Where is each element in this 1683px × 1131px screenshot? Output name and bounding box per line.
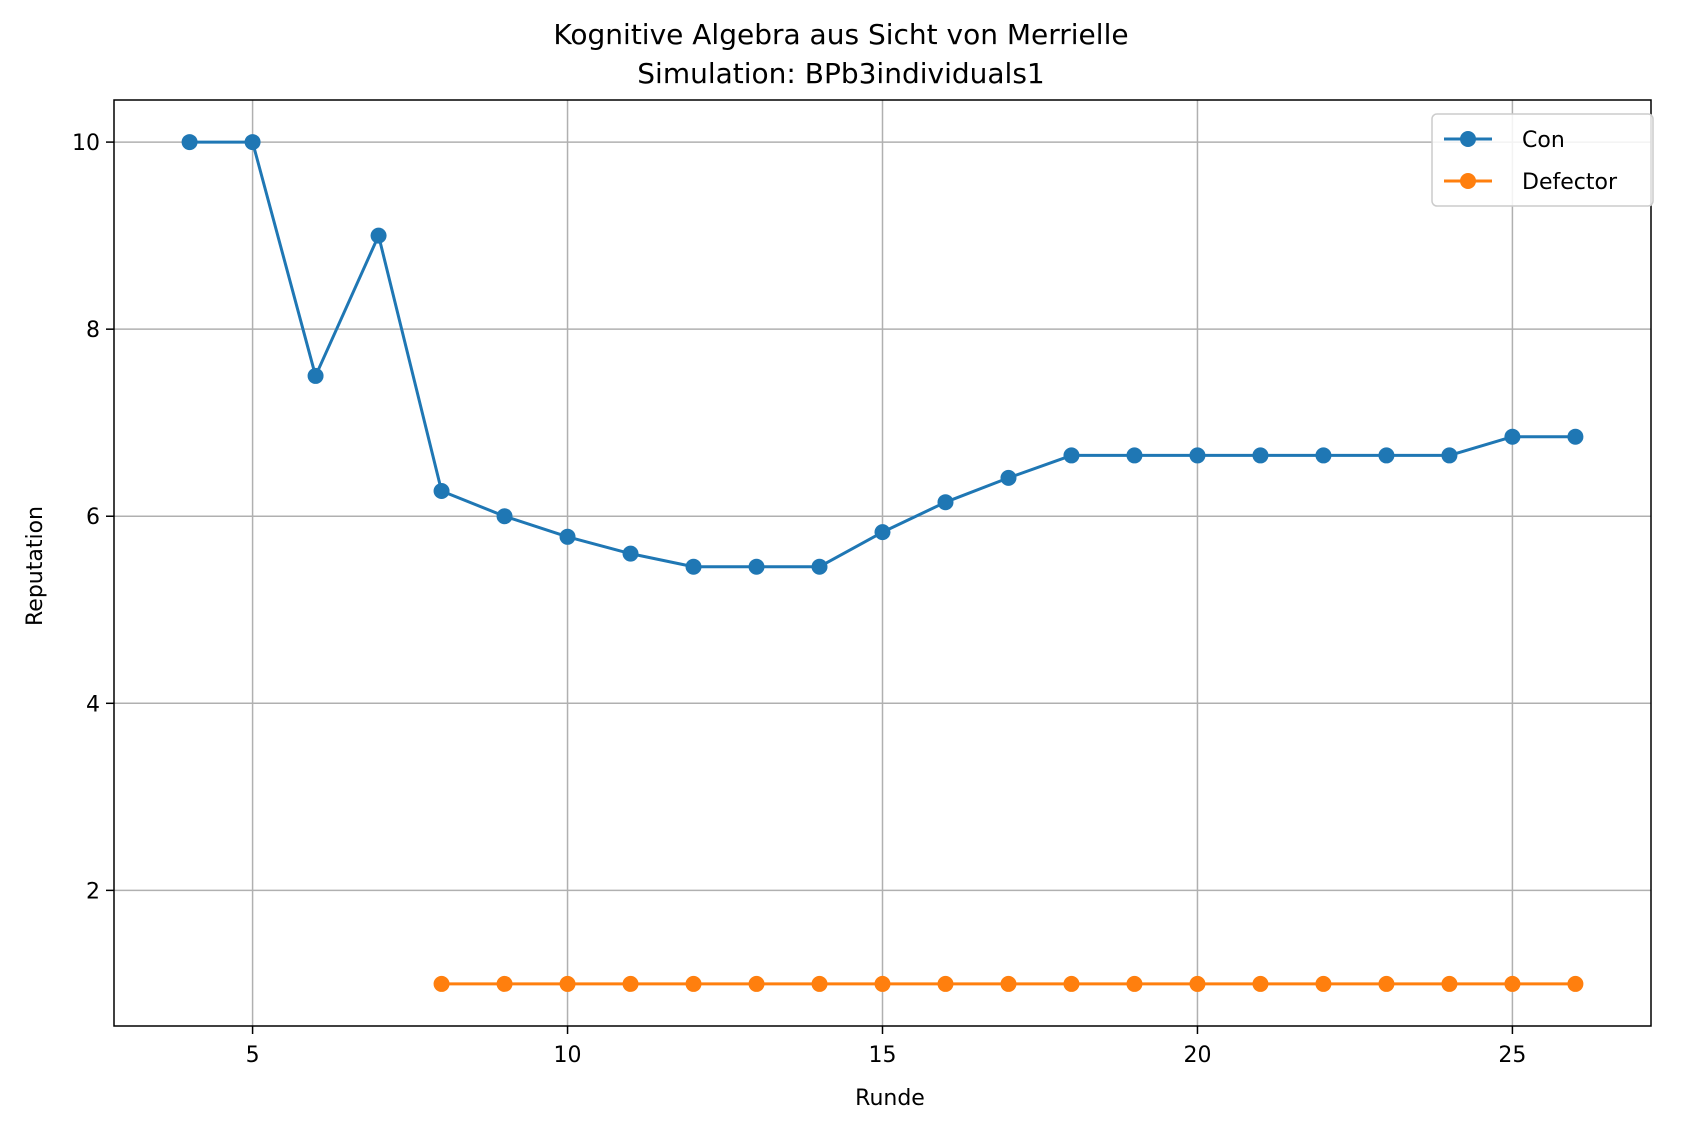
data-point-defector: [1000, 975, 1017, 992]
x-tick-label: 10: [554, 1043, 582, 1068]
data-point-con: [370, 227, 387, 244]
chart-title: Kognitive Algebra aus Sicht von Merriell…: [553, 18, 1128, 51]
legend-marker-defector: [1460, 173, 1476, 189]
data-point-defector: [1504, 975, 1521, 992]
grid-lines: [114, 100, 1651, 1026]
data-point-defector: [1315, 975, 1332, 992]
data-point-con: [1063, 447, 1080, 464]
legend-marker-con: [1460, 131, 1476, 147]
legend-label-defector: Defector: [1522, 170, 1618, 195]
plot-frame: [113, 99, 1652, 1027]
data-point-defector: [496, 975, 513, 992]
data-point-defector: [559, 975, 576, 992]
y-tick-label: 8: [86, 318, 100, 343]
data-point-con: [1189, 447, 1206, 464]
data-point-defector: [1378, 975, 1395, 992]
data-point-con: [1567, 428, 1584, 445]
data-point-con: [937, 494, 954, 511]
y-tick-label: 4: [86, 692, 100, 717]
chart-subtitle: Simulation: BPb3individuals1: [637, 57, 1044, 90]
x-axis-label: Runde: [855, 1086, 925, 1111]
y-tick-label: 10: [72, 131, 100, 156]
data-point-con: [1315, 447, 1332, 464]
data-point-con: [1378, 447, 1395, 464]
data-point-defector: [1189, 975, 1206, 992]
data-point-con: [874, 524, 891, 541]
x-tick-label: 15: [869, 1043, 897, 1068]
data-point-con: [433, 482, 450, 499]
data-point-defector: [1126, 975, 1143, 992]
legend-box: [1431, 113, 1654, 207]
data-point-con: [1441, 447, 1458, 464]
data-point-con: [307, 367, 324, 384]
data-point-defector: [433, 975, 450, 992]
data-point-con: [1000, 469, 1017, 486]
legend-label-con: Con: [1522, 128, 1565, 153]
data-point-con: [181, 134, 198, 151]
x-tick-label: 25: [1498, 1043, 1526, 1068]
data-point-defector: [1252, 975, 1269, 992]
data-point-con: [244, 134, 261, 151]
plot-series: [181, 134, 1584, 992]
data-point-defector: [1441, 975, 1458, 992]
y-tick-label: 6: [86, 505, 100, 530]
data-point-con: [748, 558, 765, 575]
data-point-con: [559, 528, 576, 545]
x-tick-label: 20: [1183, 1043, 1211, 1068]
data-point-con: [622, 545, 639, 562]
data-point-defector: [874, 975, 891, 992]
x-tick-label: 5: [246, 1043, 260, 1068]
y-tick-label: 2: [86, 879, 100, 904]
data-point-con: [811, 558, 828, 575]
data-point-con: [1504, 428, 1521, 445]
data-point-defector: [937, 975, 954, 992]
data-point-defector: [622, 975, 639, 992]
axis-ticks: 5 10 15 20 25 2 4 6 8 10: [72, 131, 1526, 1068]
data-point-defector: [685, 975, 702, 992]
data-point-defector: [748, 975, 765, 992]
data-point-con: [685, 558, 702, 575]
data-point-con: [1126, 447, 1143, 464]
data-point-con: [496, 508, 513, 525]
y-axis-label: Reputation: [23, 506, 48, 626]
data-point-defector: [1063, 975, 1080, 992]
legend: Con Defector: [1431, 113, 1654, 207]
data-point-con: [1252, 447, 1269, 464]
data-point-defector: [811, 975, 828, 992]
data-point-defector: [1567, 975, 1584, 992]
